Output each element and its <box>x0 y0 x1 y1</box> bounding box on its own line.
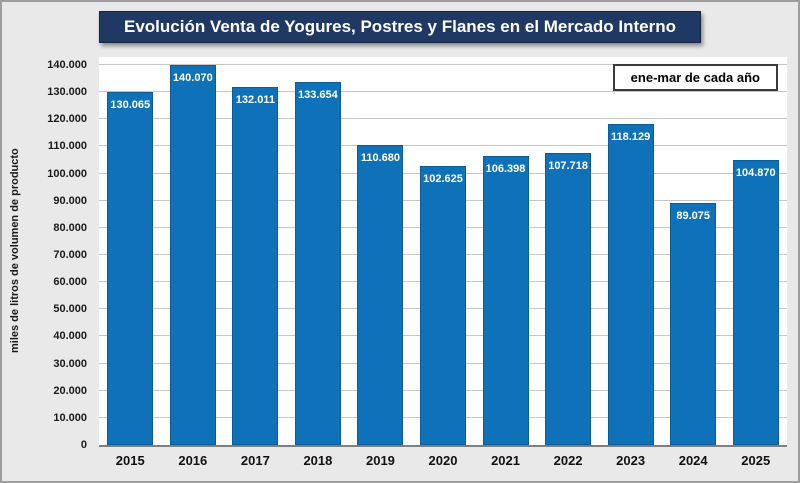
bar-2017: 132.011 <box>232 86 279 445</box>
plot-area: ene-mar de cada año 130.065 2015 140.070 20… <box>99 57 787 468</box>
bar-2022: 107.718 <box>545 152 592 445</box>
bar-value-label: 104.870 <box>735 167 776 180</box>
bar-value-label: 140.070 <box>172 71 213 84</box>
bar-value-label: 133.654 <box>298 89 338 102</box>
bar-2023: 118.129 <box>607 124 654 445</box>
bar-value-label: 110.680 <box>360 151 401 164</box>
bar-value-label: 130.065 <box>110 98 151 111</box>
y-axis-tick-labels: 0 10.000 20.000 30.000 40.000 50.000 60.000 70.… <box>2 57 93 451</box>
y-tick-label: 10.000 <box>53 411 87 424</box>
gridline <box>99 91 787 93</box>
y-tick-label: 90.000 <box>53 194 87 207</box>
x-axis-label-2025: 2025 <box>741 453 771 468</box>
y-tick-label: 110.000 <box>47 140 87 153</box>
bar-2016: 140.070 <box>169 64 216 445</box>
gridline <box>99 145 787 147</box>
x-axis-label-2018: 2018 <box>303 453 333 468</box>
y-tick-label: 120.000 <box>47 113 87 126</box>
y-tick-label: 20.000 <box>53 384 87 397</box>
y-tick-label: 40.000 <box>53 330 87 343</box>
bar-value-label: 132.011 <box>235 93 275 106</box>
y-tick-label: 0 <box>80 439 87 451</box>
x-axis-label-2021: 2021 <box>491 453 520 468</box>
x-axis-label-2023: 2023 <box>616 453 646 468</box>
y-tick-label: 60.000 <box>53 276 87 289</box>
chart-title: Evolución Venta de Yogures, Postres y Fl… <box>98 11 702 43</box>
x-axis-label-2016: 2016 <box>178 453 208 468</box>
x-axis-label-2019: 2019 <box>365 453 395 468</box>
bar-value-label: 118.129 <box>611 131 651 144</box>
y-tick-label: 70.000 <box>53 249 87 261</box>
bar-2024: 89.075 <box>670 203 717 445</box>
bar-2018: 133.654 <box>294 82 341 445</box>
bar-value-label: 89.075 <box>676 210 710 223</box>
x-axis-label-2017: 2017 <box>240 453 270 468</box>
y-tick-label: 80.000 <box>53 221 87 234</box>
bar-2019: 110.680 <box>357 144 404 445</box>
y-tick-label: 140.000 <box>47 59 87 71</box>
bar-value-label: 102.625 <box>423 173 463 186</box>
x-axis-label-2024: 2024 <box>678 453 708 468</box>
x-axis-label-2022: 2022 <box>553 453 583 468</box>
bar-2020: 102.625 <box>420 166 466 445</box>
y-tick-label: 100.000 <box>47 167 87 180</box>
bar-value-label: 107.718 <box>548 159 588 172</box>
bar-value-label: 106.398 <box>485 163 526 176</box>
y-tick-label: 130.000 <box>47 86 87 99</box>
x-axis-label-2020: 2020 <box>428 453 458 468</box>
bar-2015: 130.065 <box>107 91 154 445</box>
gridline <box>99 64 787 65</box>
annotation-box: ene-mar de cada año <box>612 64 778 91</box>
x-axis-label-2015: 2015 <box>115 453 145 468</box>
gridline <box>99 118 787 120</box>
bar-2021: 106.398 <box>482 156 529 445</box>
y-tick-label: 30.000 <box>53 357 87 370</box>
y-tick-label: 50.000 <box>53 303 87 316</box>
bar-2025: 104.870 <box>732 160 779 445</box>
